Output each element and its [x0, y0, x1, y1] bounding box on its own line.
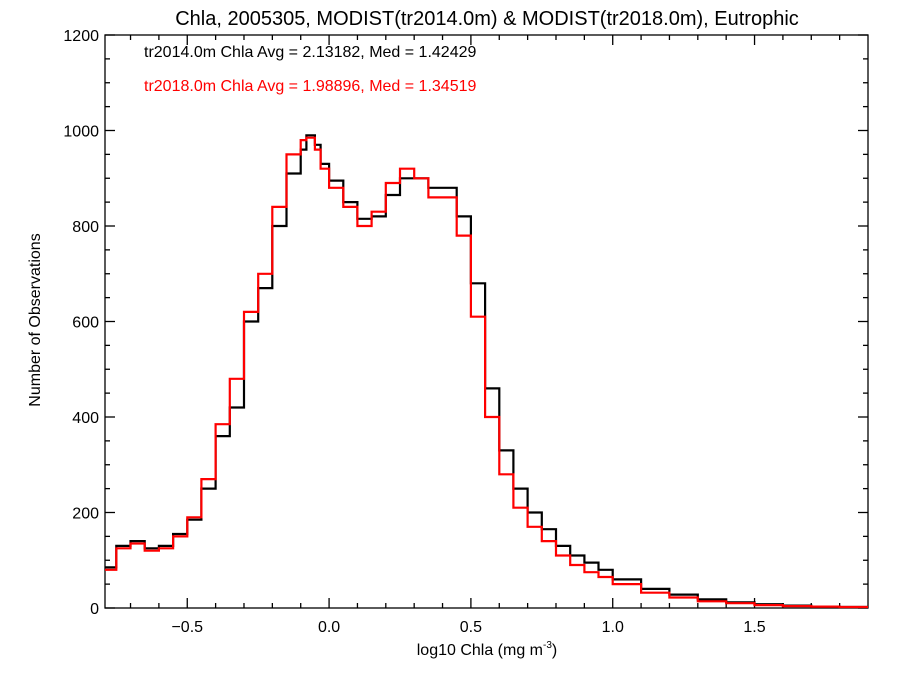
y-tick-label: 0 [90, 601, 99, 618]
x-axis-title-close: ) [552, 642, 557, 659]
series-layer [105, 134, 868, 609]
y-axis-ticks: 0 200 400 600 800 1000 1200 [63, 28, 868, 618]
x-tick-label: 0.5 [460, 619, 482, 636]
y-tick-label: 200 [72, 506, 99, 523]
y-tick-label: 400 [72, 410, 99, 427]
legend-entry-black: tr2014.0m Chla Avg = 2.13182, Med = 1.42… [144, 44, 476, 61]
x-tick-label: 1.0 [602, 619, 624, 636]
y-tick-label: 1000 [63, 124, 99, 141]
series-line-black [105, 134, 868, 609]
plot-border [104, 34, 869, 609]
x-axis-title-main: log10 Chla (mg m [417, 642, 543, 659]
x-tick-label: 0.0 [318, 619, 340, 636]
x-axis-title-superscript: -3 [543, 640, 552, 651]
plot-frame [104, 34, 869, 609]
y-tick-label: 1200 [63, 28, 99, 45]
series-line-red [105, 136, 868, 609]
x-axis-title: log10 Chla (mg m-3) [417, 640, 558, 659]
chart-title: Chla, 2005305, MODIST(tr2014.0m) & MODIS… [175, 8, 799, 30]
legend-entry-red: tr2018.0m Chla Avg = 1.98896, Med = 1.34… [144, 78, 476, 95]
y-tick-label: 600 [72, 315, 99, 332]
y-axis-title: Number of Observations [27, 233, 44, 406]
x-axis-ticks: −0.5 0.0 0.5 1.0 1.5 [129, 35, 841, 636]
y-tick-label: 800 [72, 219, 99, 236]
x-tick-label: 1.5 [743, 619, 765, 636]
x-tick-label: −0.5 [171, 619, 203, 636]
